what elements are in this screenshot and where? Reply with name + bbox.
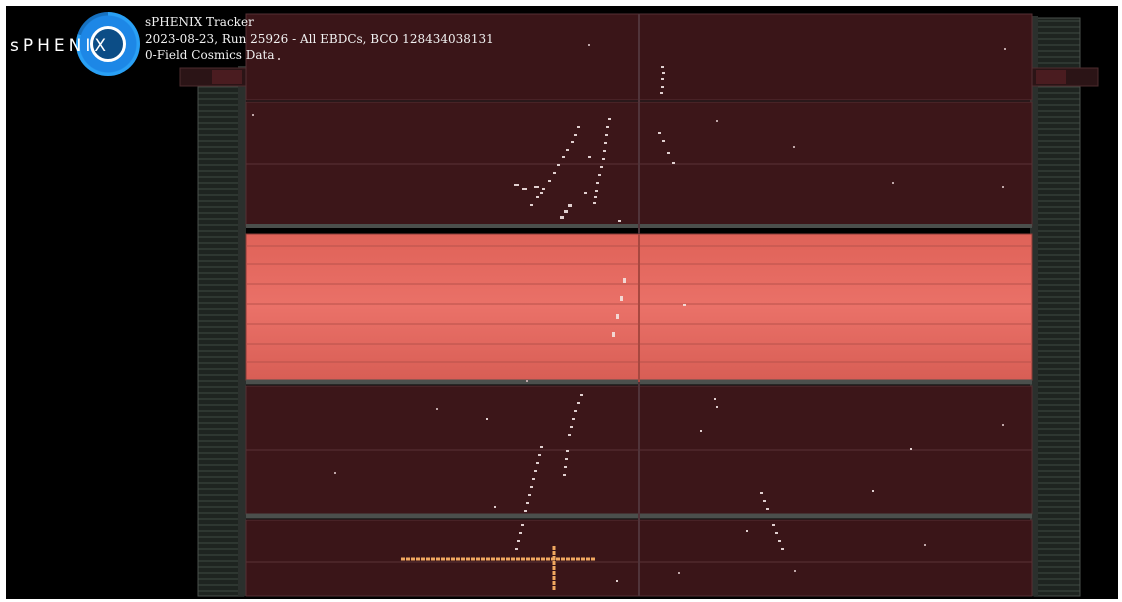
central-hits bbox=[612, 278, 686, 337]
noise-hits bbox=[252, 44, 1006, 574]
detector-view bbox=[179, 13, 1099, 597]
title-line-1: sPHENIX Tracker bbox=[145, 15, 254, 29]
left-frame-bar bbox=[238, 66, 246, 596]
logo-text: sPHENIX bbox=[10, 36, 111, 56]
sphenix-logo: sPHENIX bbox=[10, 12, 142, 82]
event-display: sPHENIX sPHENIX Tracker 2023-08-23, Run … bbox=[6, 6, 1118, 599]
title-line-2: 2023-08-23, Run 25926 - All EBDCs, BCO 1… bbox=[145, 31, 494, 46]
cosmic-track-hits bbox=[514, 66, 675, 222]
left-endcap bbox=[197, 67, 245, 597]
right-endcap bbox=[1033, 17, 1081, 597]
lower-track-hits bbox=[486, 394, 912, 582]
event-title: sPHENIX Tracker 2023-08-23, Run 25926 - … bbox=[145, 14, 494, 64]
title-line-3: 0-Field Cosmics Data bbox=[145, 48, 275, 62]
right-frame-bar bbox=[1030, 16, 1038, 596]
